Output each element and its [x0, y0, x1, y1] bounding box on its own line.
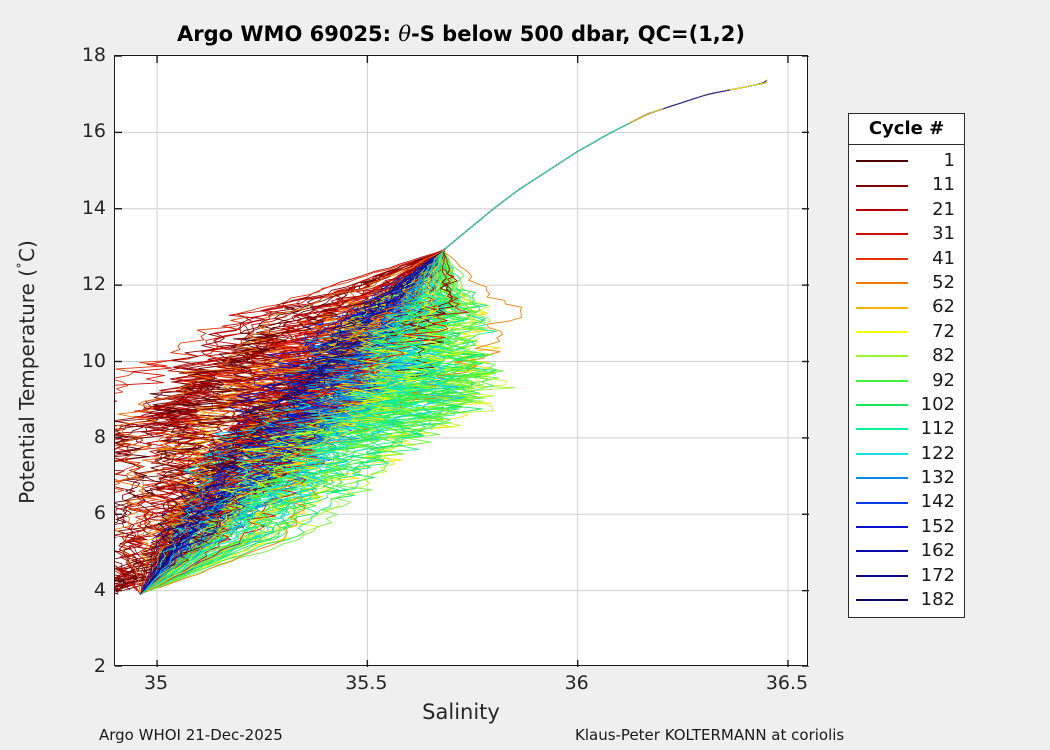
legend-color-swatch — [856, 477, 908, 480]
legend-item-label: 122 — [920, 442, 955, 464]
legend-item-label: 182 — [920, 589, 955, 611]
y-axis-ticks: 2 4 6 8 10 12 14 16 18 — [58, 0, 106, 750]
legend-item[interactable]: 82 — [849, 344, 964, 368]
y-tick-label: 16 — [81, 120, 106, 143]
legend-item-label: 162 — [920, 540, 955, 562]
legend-item[interactable]: 62 — [849, 295, 964, 319]
y-tick-label: 2 — [93, 655, 106, 677]
x-tick-label: 36.5 — [765, 672, 809, 694]
legend-item[interactable]: 152 — [849, 515, 964, 539]
y-tick-label: 8 — [93, 425, 106, 448]
legend-item[interactable]: 11 — [849, 173, 964, 197]
legend-entries: 1 11 21 31 41 52 62 72 82 92 102 112 122 132 142 152 162… — [849, 145, 964, 617]
legend-color-swatch — [856, 282, 908, 285]
plot-area — [114, 55, 809, 667]
profile-curve — [115, 220, 480, 591]
legend-item-label: 102 — [920, 393, 955, 415]
legend-item-label: 92 — [932, 369, 955, 391]
chart-title: Argo WMO 69025: θ-S below 500 dbar, QC=(… — [114, 22, 808, 46]
legend-item-label: 142 — [920, 491, 955, 513]
legend-color-swatch — [856, 306, 908, 309]
title-prefix: Argo WMO 69025: — [177, 22, 399, 46]
legend-item-label: 21 — [932, 198, 955, 220]
y-tick-label: 18 — [81, 44, 106, 66]
legend-item[interactable]: 142 — [849, 490, 964, 514]
legend-item[interactable]: 41 — [849, 247, 964, 271]
legend-item[interactable]: 21 — [849, 198, 964, 222]
legend-item-label: 132 — [920, 467, 955, 489]
y-tick-label: 4 — [93, 578, 106, 601]
legend-color-swatch — [856, 379, 908, 382]
legend-item-label: 41 — [932, 247, 955, 269]
profile-curve — [144, 205, 498, 593]
legend-color-swatch — [856, 526, 908, 529]
legend-item[interactable]: 72 — [849, 320, 964, 344]
footer-author: Klaus-Peter KOLTERMANN at coriolis — [575, 726, 845, 744]
legend: Cycle # 1 11 21 31 41 52 62 72 82 92 102 112 122 132 1… — [848, 113, 965, 619]
y-axis-label-suffix: C) — [15, 240, 39, 262]
legend-title: Cycle # — [849, 114, 964, 145]
x-tick-label: 36 — [564, 672, 589, 694]
theta-s-plot-canvas — [115, 56, 809, 667]
legend-item[interactable]: 162 — [849, 539, 964, 563]
x-tick-label: 35.5 — [345, 672, 388, 694]
legend-item[interactable]: 1 — [849, 149, 964, 173]
legend-color-swatch — [856, 452, 908, 455]
legend-item[interactable]: 132 — [849, 466, 964, 490]
footer-source: Argo WHOI 21-Dec-2025 — [99, 726, 283, 744]
legend-item-label: 72 — [932, 320, 955, 342]
legend-color-swatch — [856, 428, 908, 431]
legend-item-label: 112 — [920, 418, 955, 440]
legend-item-label: 172 — [920, 564, 955, 586]
profile-curve — [148, 123, 630, 590]
legend-color-swatch — [856, 184, 908, 187]
theta-symbol: θ — [398, 22, 412, 46]
x-tick-label: 35 — [143, 672, 169, 694]
y-tick-label: 12 — [81, 273, 106, 296]
legend-item[interactable]: 112 — [849, 417, 964, 441]
y-axis-label-prefix: Potential Temperature ( — [15, 268, 39, 504]
legend-color-swatch — [856, 160, 908, 163]
legend-item-label: 152 — [920, 515, 955, 537]
legend-item-label: 52 — [932, 271, 955, 293]
legend-item-label: 31 — [932, 223, 955, 245]
legend-item-label: 62 — [932, 296, 955, 318]
legend-item-label: 1 — [943, 150, 955, 171]
y-axis-label: Potential Temperature (˚C) — [15, 152, 39, 592]
legend-color-swatch — [856, 501, 908, 504]
legend-item-label: 11 — [932, 174, 955, 196]
profile-curves — [115, 78, 768, 595]
legend-color-swatch — [856, 550, 908, 553]
degree-symbol: ˚ — [17, 261, 33, 269]
y-tick-label: 10 — [81, 349, 106, 372]
legend-color-swatch — [856, 574, 908, 577]
legend-item[interactable]: 172 — [849, 564, 964, 588]
legend-item[interactable]: 182 — [849, 588, 964, 612]
legend-item[interactable]: 122 — [849, 442, 964, 466]
legend-color-swatch — [856, 599, 908, 602]
legend-color-swatch — [856, 330, 908, 333]
y-tick-label: 14 — [81, 196, 106, 219]
profile-curve — [115, 197, 509, 589]
legend-item[interactable]: 102 — [849, 393, 964, 417]
title-suffix: -S below 500 dbar, QC=(1,2) — [411, 22, 745, 46]
legend-item-label: 82 — [932, 345, 955, 367]
legend-color-swatch — [856, 208, 908, 211]
legend-item[interactable]: 52 — [849, 271, 964, 295]
legend-color-swatch — [856, 257, 908, 260]
legend-color-swatch — [856, 404, 908, 407]
legend-color-swatch — [856, 233, 908, 236]
legend-color-swatch — [856, 355, 908, 358]
y-tick-label: 6 — [93, 502, 106, 525]
legend-item[interactable]: 31 — [849, 222, 964, 246]
x-axis-label: Salinity — [422, 700, 500, 724]
legend-item[interactable]: 92 — [849, 369, 964, 393]
